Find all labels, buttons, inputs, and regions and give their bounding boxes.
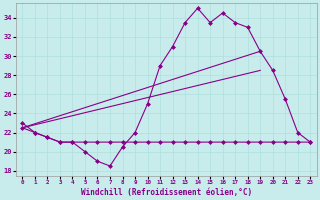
X-axis label: Windchill (Refroidissement éolien,°C): Windchill (Refroidissement éolien,°C)	[81, 188, 252, 197]
